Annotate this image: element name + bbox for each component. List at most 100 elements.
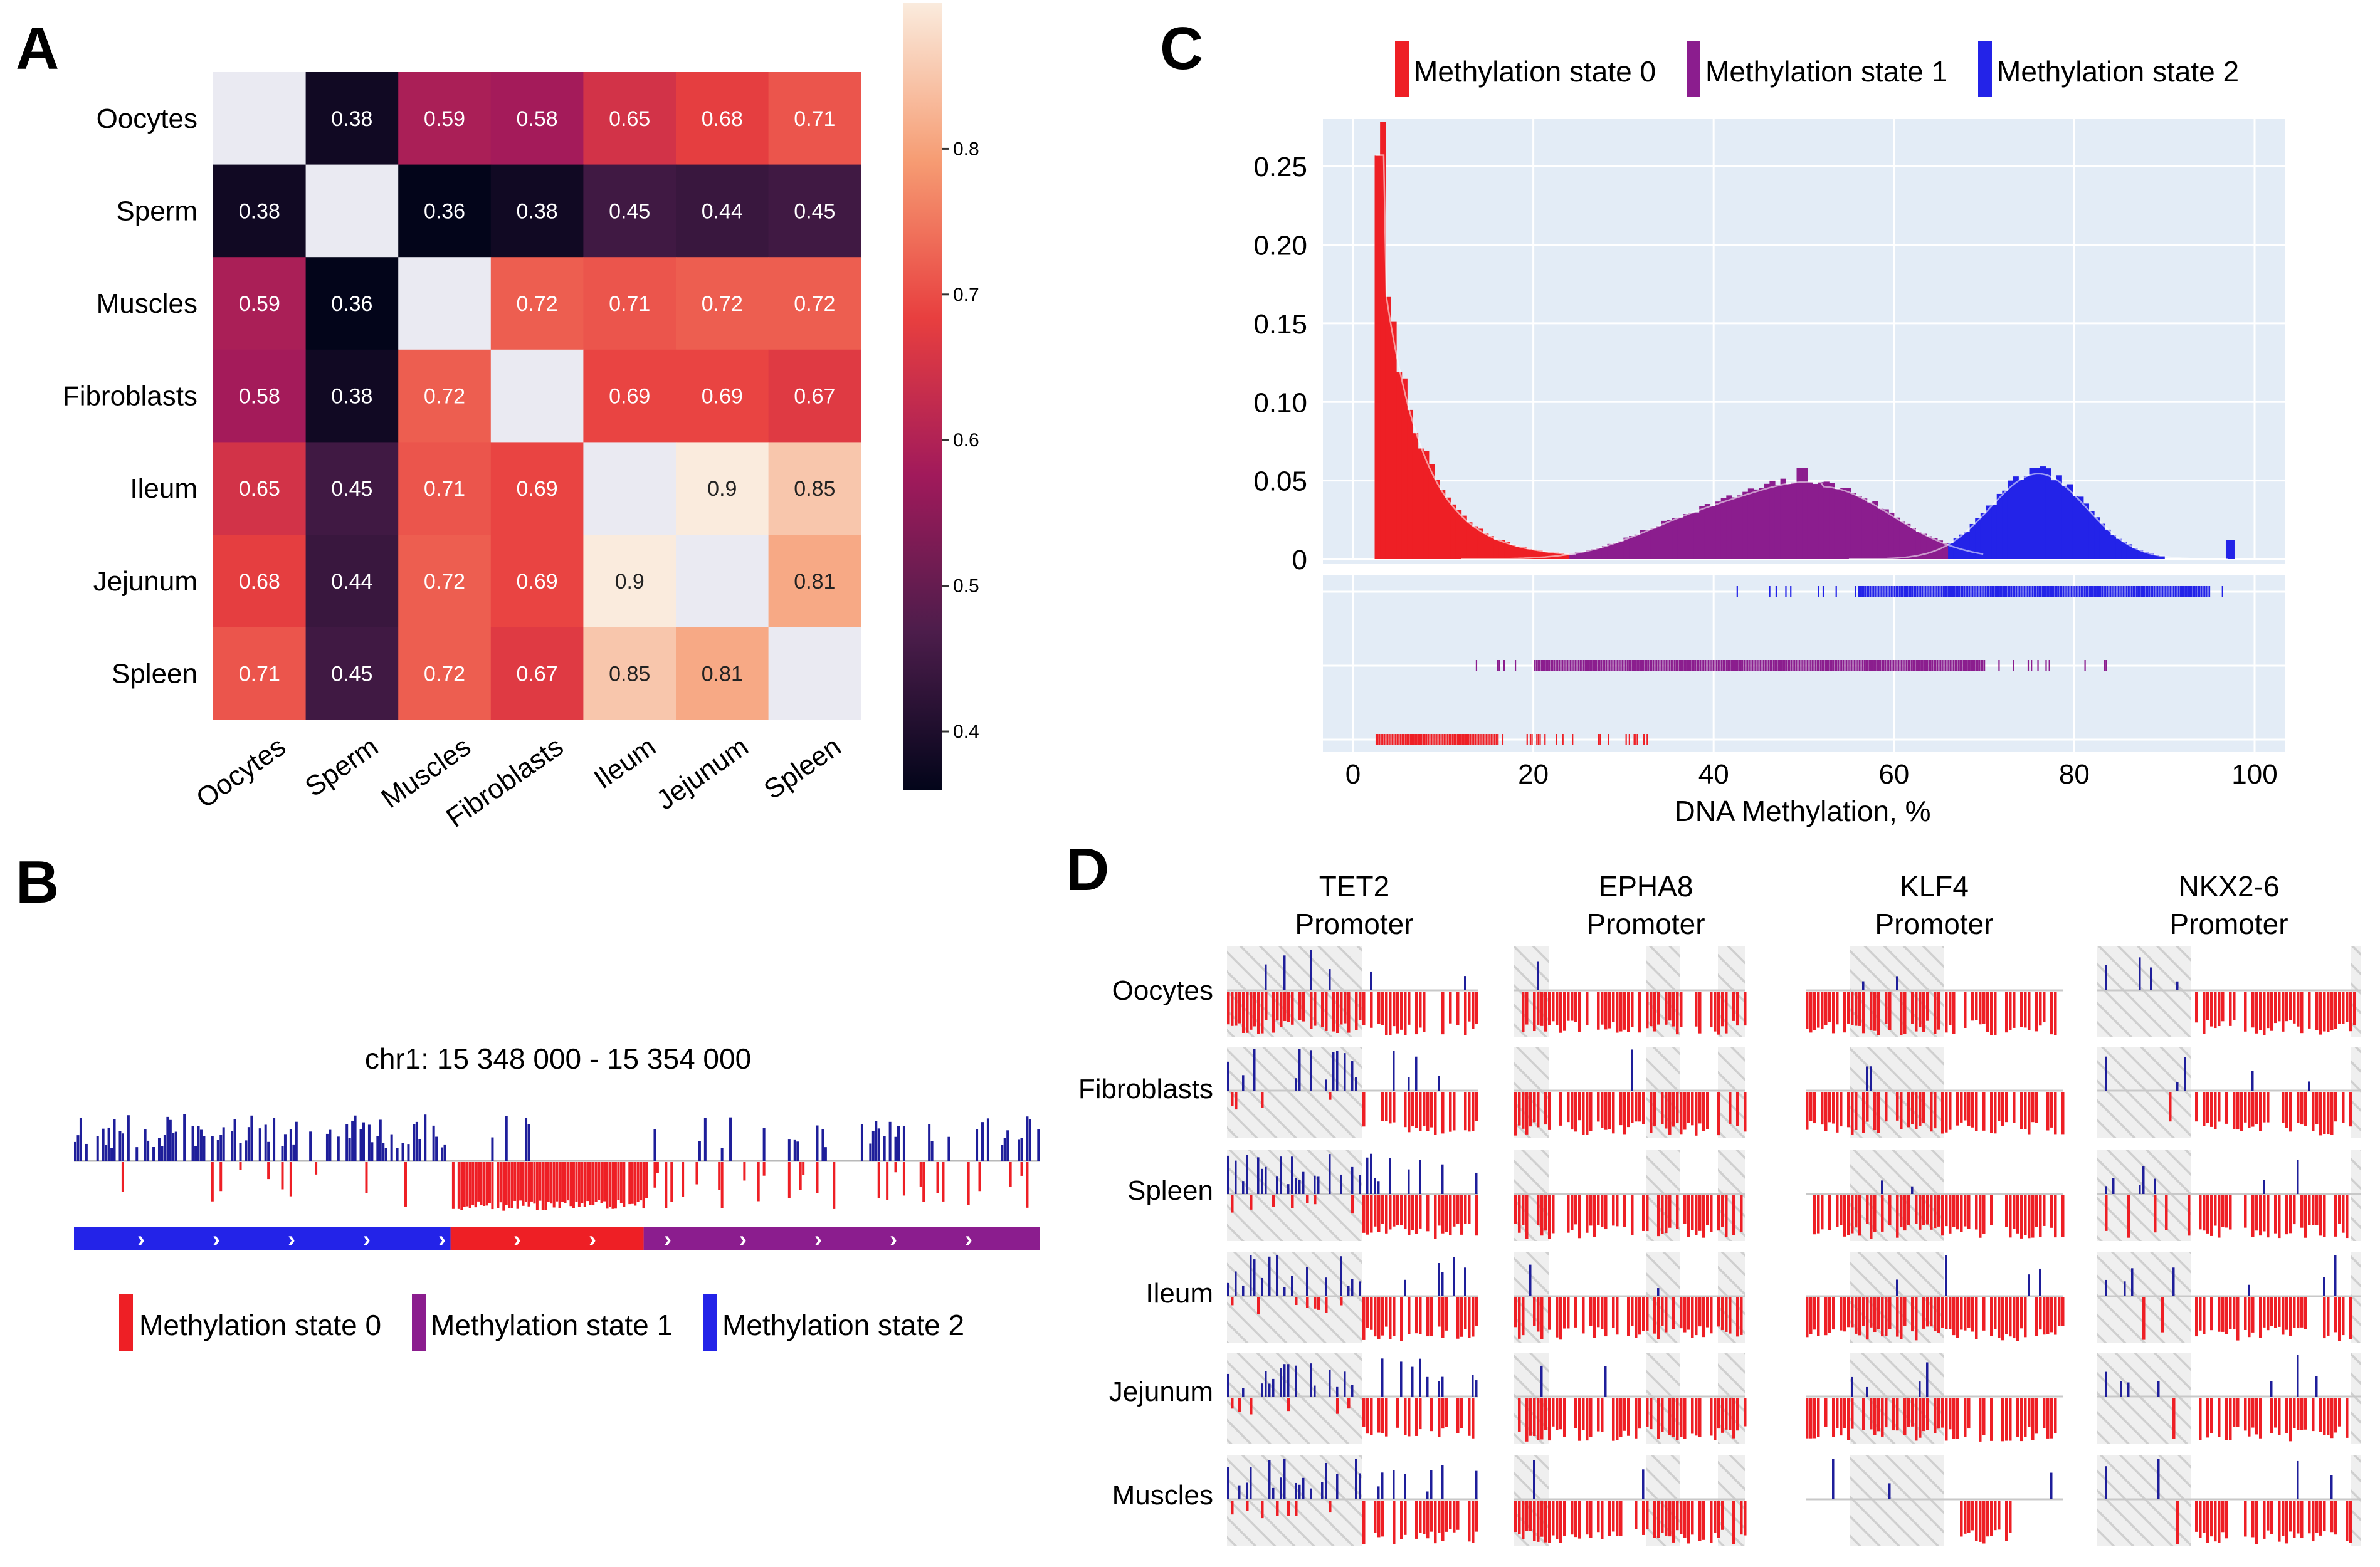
track-bar-down (1964, 1501, 1967, 1534)
track-bar-up (2263, 1180, 2265, 1194)
track-bar-down (2274, 1398, 2277, 1428)
track-bar-up (930, 1141, 934, 1161)
track-bar-down (1265, 992, 1268, 1020)
track-bar-down (2236, 1092, 2240, 1130)
rug-tick (1980, 660, 1982, 671)
rug-tick (2038, 586, 2040, 597)
track-bar-down (2308, 1195, 2311, 1225)
rug-tick (1923, 586, 1925, 597)
heatmap-cell-label: 0.59 (424, 107, 465, 131)
track-bar-down (1578, 992, 1581, 1032)
track-bar-up (1265, 1166, 1267, 1194)
track-bar-down (1721, 1398, 1724, 1433)
track-bar-down (1650, 1398, 1653, 1430)
track-bar-down (2050, 1092, 2053, 1128)
track-bar-down (1836, 1092, 1839, 1133)
track-bar-down (2043, 1297, 2046, 1335)
heatmap-cell-label: 0.71 (609, 292, 650, 316)
track-bar-up (413, 1124, 416, 1161)
track-bar-down (1982, 1501, 1986, 1544)
track-bar-down (1941, 1398, 1944, 1428)
track-title: chr1: 15 348 000 - 15 354 000 (365, 1042, 751, 1075)
heatmap-cell-label: 0.65 (239, 477, 280, 501)
histogram-bar (1623, 537, 1630, 559)
track-bar-up (1359, 1281, 1361, 1296)
rug-tick (1396, 734, 1398, 745)
track-bar-down (2289, 992, 2292, 1020)
track-bar-up (653, 1129, 656, 1161)
track-bar-down (1411, 1092, 1414, 1127)
track-bar-down (1832, 992, 1835, 1034)
track-bar-down (636, 1162, 640, 1202)
rug-tick (1781, 660, 1782, 671)
rug-tick (2173, 586, 2175, 597)
track-bar-down (1377, 1398, 1381, 1433)
rug-tick (2108, 586, 2110, 597)
track-bar-down (1556, 1501, 1559, 1539)
track-bar-down (695, 1162, 698, 1185)
histogram-bar (1699, 506, 1705, 559)
track-bar-down (1698, 1501, 1702, 1541)
rug-tick (1964, 586, 1966, 597)
track-bar-down (1385, 1092, 1388, 1121)
rug-tick (1582, 660, 1584, 671)
track-bar-down (1563, 992, 1566, 1031)
x-tick-label: 40 (1698, 759, 1729, 790)
track-bar-up (289, 1129, 292, 1161)
rug-tick (1612, 660, 1614, 671)
track-bar-down (2244, 992, 2247, 1032)
track-bar-up (1441, 1272, 1444, 1296)
rug-tick (2221, 586, 2223, 597)
track-bar-up (1441, 1376, 1444, 1397)
track-bar-down (1672, 992, 1675, 1027)
rug-tick (2083, 586, 2085, 597)
rug-tick (1550, 660, 1552, 671)
track-bar-down (1665, 1195, 1668, 1234)
track-bar-down (1351, 1195, 1354, 1214)
track-bar-down (2308, 992, 2311, 1029)
heatmap-cell (213, 442, 307, 535)
track-bar-down (1809, 1297, 1813, 1334)
rug-tick (1540, 660, 1542, 671)
rug-tick (1872, 660, 1873, 671)
rug-tick (1881, 586, 1883, 597)
track-bar-down (1381, 992, 1384, 1025)
y-tick-label: 0.25 (1253, 152, 1307, 182)
heatmap-cell (305, 442, 399, 535)
histogram-bar (1937, 540, 1944, 559)
track-bar-up (79, 1118, 82, 1161)
histogram-bar (1450, 504, 1456, 559)
colorbar-gradient (903, 3, 942, 790)
rug-tick (1924, 660, 1925, 671)
track-bar-down (1926, 1398, 1929, 1430)
histogram-bar (1547, 552, 1554, 559)
track-bar-down (2005, 992, 2008, 1033)
rug-tick (1601, 660, 1603, 671)
track-bar-up (1404, 1474, 1406, 1499)
track-bar-down (1283, 992, 1287, 1022)
rug-tick (2193, 586, 2194, 597)
track-bar-down (1453, 1501, 1456, 1533)
track-bar-down (1472, 1501, 1475, 1543)
rug-tick (2163, 586, 2165, 597)
track-bar-down (1937, 1297, 1940, 1333)
track-bar-up (147, 1140, 150, 1161)
track-bar-down (1612, 1297, 1615, 1328)
track-bar-down (2043, 1398, 2046, 1428)
rug-tick (1972, 586, 1974, 597)
rug-tick (1982, 660, 1984, 671)
track-bar-down (1695, 1297, 1698, 1336)
track-bar-down (1261, 1501, 1264, 1519)
track-bar-down (1851, 1398, 1854, 1429)
track-bar-down (1680, 1092, 1683, 1135)
track-bar-down (614, 1162, 617, 1209)
track-bar-down (1982, 1092, 1986, 1131)
rug-tick (1514, 660, 1517, 671)
histogram-bar (1991, 505, 1998, 559)
track-bar-down (2274, 1195, 2277, 1234)
rug-tick (2087, 586, 2089, 597)
track-bar-up (1426, 1376, 1429, 1397)
hatched-region (2351, 1455, 2361, 1546)
rug-tick (2186, 586, 2188, 597)
rug-tick (1450, 734, 1452, 745)
